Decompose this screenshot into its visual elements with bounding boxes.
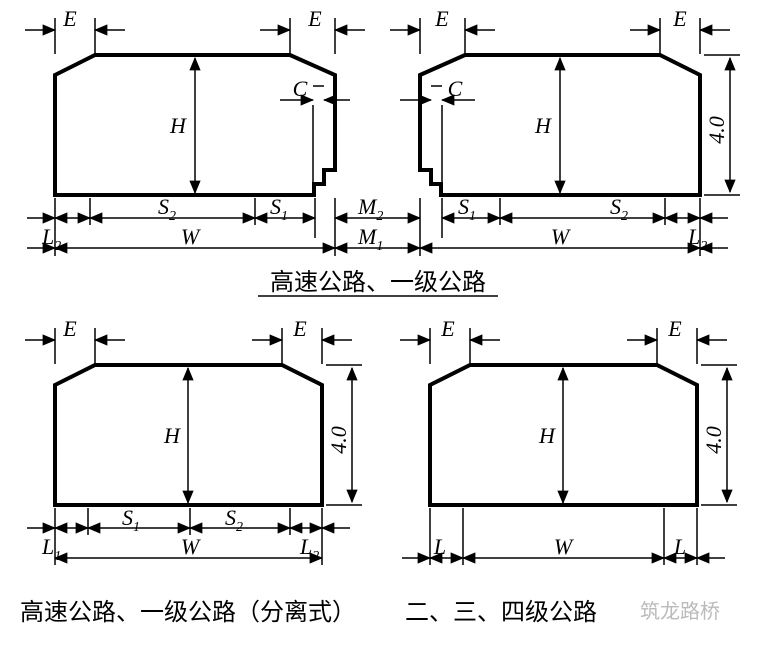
dim-H-bl: H [163, 368, 188, 503]
top-dims-lower-labels: L2 W M1 W L2 [41, 224, 707, 254]
top-dims-upper-labels: S2 S1 M2 S1 S2 [158, 194, 628, 224]
svg-text:M2: M2 [357, 194, 383, 224]
svg-text:S1: S1 [270, 194, 288, 224]
svg-text:4.0: 4.0 [326, 426, 351, 454]
svg-text:S2: S2 [225, 505, 243, 535]
svg-text:H: H [163, 423, 181, 448]
svg-text:L2: L2 [41, 224, 61, 254]
svg-text:W: W [181, 224, 201, 249]
label-4.0: 4.0 [704, 116, 729, 144]
caption-top: 高速公路、一级公路 [270, 269, 486, 296]
dim-E-tr-left: E [390, 6, 495, 54]
label-H: H [169, 113, 187, 138]
dim-4.0-br: 4.0 [701, 365, 737, 505]
label-C: C [293, 76, 308, 101]
br-W: W [554, 534, 574, 559]
svg-text:4.0: 4.0 [701, 426, 726, 454]
svg-text:E: E [292, 316, 307, 341]
dim-E-br: E E [400, 316, 727, 364]
label-E: E [434, 6, 449, 31]
caption-br: 二、三、四级公路 [405, 599, 597, 626]
label-E: E [307, 6, 322, 31]
dim-C-right: C [400, 76, 475, 183]
caption-bl: 高速公路、一级公路（分离式） [20, 599, 356, 626]
dim-C-left: C [280, 76, 350, 183]
svg-text:S1: S1 [122, 505, 140, 535]
dim-E-tl-right: E [260, 6, 365, 54]
dim-4.0-top: 4.0 [704, 55, 740, 195]
br-L-left: L [433, 534, 446, 559]
dim-H-left: H [169, 58, 195, 193]
svg-text:H: H [538, 423, 556, 448]
svg-text:L1: L1 [41, 534, 61, 564]
svg-text:E: E [62, 316, 77, 341]
label-H: H [534, 113, 552, 138]
label-C: C [448, 76, 463, 101]
dim-E-tr-right: E [630, 6, 730, 54]
br-L-right: L [673, 534, 686, 559]
svg-text:E: E [667, 316, 682, 341]
label-E: E [672, 6, 687, 31]
dim-H-right: H [534, 58, 560, 193]
svg-text:E: E [440, 316, 455, 341]
dim-4.0-bl: 4.0 [326, 365, 362, 505]
svg-text:W: W [551, 224, 571, 249]
bl-W: W [181, 534, 201, 559]
label-E: E [62, 6, 77, 31]
svg-text:S2: S2 [610, 194, 628, 224]
dim-E-bl: E E [25, 316, 352, 364]
svg-text:S1: S1 [458, 194, 476, 224]
svg-text:S2: S2 [158, 194, 176, 224]
watermark: 筑龙路桥 [640, 600, 720, 623]
svg-text:L2: L2 [299, 534, 319, 564]
dim-E-tl-left: E [25, 6, 125, 54]
svg-text:L2: L2 [687, 224, 707, 254]
dim-H-br: H [538, 368, 563, 503]
svg-text:M1: M1 [357, 224, 383, 254]
